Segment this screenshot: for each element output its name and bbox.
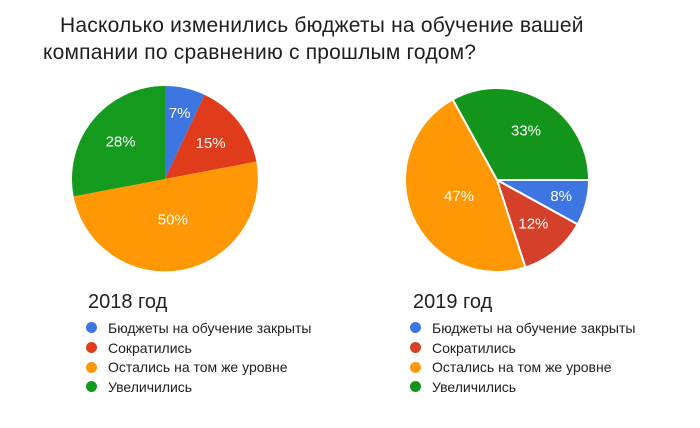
legend-item-budgets-closed: Бюджеты на обучение закрыты: [86, 318, 311, 338]
pie-slice-3: [451, 87, 590, 181]
legend-item-same-level: Остались на том же уровне: [86, 357, 311, 377]
pie-slice-label-1: 15%: [196, 135, 226, 152]
legend-item-budgets-closed: Бюджеты на обучение закрыты: [410, 318, 635, 338]
legend-item-label: Сократились: [432, 339, 516, 356]
pie-slice-0: [165, 86, 205, 179]
pie-slice-label-3: 28%: [106, 134, 136, 151]
legend-swatch-red-icon: [86, 342, 97, 354]
question-title-line-2: компании по сравнению с прошлым годом?: [43, 41, 477, 64]
pie-slice-label-0: 7%: [169, 105, 191, 122]
pie-slice-label-0: 8%: [550, 188, 572, 205]
legend-swatch-blue-icon: [86, 322, 97, 334]
legend-item-label: Бюджеты на обучение закрыты: [108, 319, 312, 336]
legend-item-increased: Увеличились: [86, 377, 311, 397]
legend-item-label: Увеличились: [108, 378, 193, 395]
pie-slice-label-2: 50%: [158, 212, 188, 229]
chart-title-2018: 2018 год: [88, 291, 168, 313]
survey-question-title: Насколько изменились бюджеты на обучение…: [43, 12, 673, 66]
chart-title-2019: 2019 год: [413, 291, 493, 313]
legend-item-decreased: Сократились: [410, 338, 635, 358]
legend-item-same-level: Остались на том же уровне: [410, 357, 635, 377]
legend-item-decreased: Сократились: [86, 338, 311, 358]
question-title-line-1: Насколько изменились бюджеты на обучение…: [60, 14, 584, 37]
pie-slice-1: [165, 94, 257, 179]
legend-swatch-orange-icon: [86, 361, 97, 373]
legend-item-label: Увеличились: [432, 378, 517, 395]
pie-chart-2019: 8%12% 47% 33%: [404, 87, 590, 273]
pie-slice-label-2: 47%: [444, 188, 474, 205]
pie-slice-label-1: 12%: [518, 216, 548, 233]
pie-slice-label-3: 33%: [511, 122, 541, 139]
legend-swatch-orange-icon: [410, 361, 421, 373]
legend-item-label: Остались на том же уровне: [108, 359, 288, 376]
legend-item-increased: Увеличились: [410, 377, 635, 397]
pie-slice-3: [72, 86, 165, 197]
legend-item-label: Бюджеты на обучение закрыты: [432, 319, 636, 336]
pie-slice-2: [404, 98, 527, 273]
pie-slice-1: [496, 179, 579, 269]
legend-swatch-blue-icon: [410, 322, 421, 334]
legend-swatch-red-icon: [410, 342, 421, 354]
legend-item-label: Сократились: [108, 339, 192, 356]
legend-2019: Бюджеты на обучение закрыты Сократились …: [410, 318, 635, 397]
pie-chart-2018: 7% 15% 50% 28%: [72, 86, 258, 272]
legend-item-label: Остались на том же уровне: [432, 359, 612, 376]
legend-swatch-green-icon: [86, 381, 97, 393]
legend-2018: Бюджеты на обучение закрыты Сократились …: [86, 318, 311, 397]
legend-swatch-green-icon: [410, 381, 421, 393]
pie-slice-2: [73, 161, 258, 272]
